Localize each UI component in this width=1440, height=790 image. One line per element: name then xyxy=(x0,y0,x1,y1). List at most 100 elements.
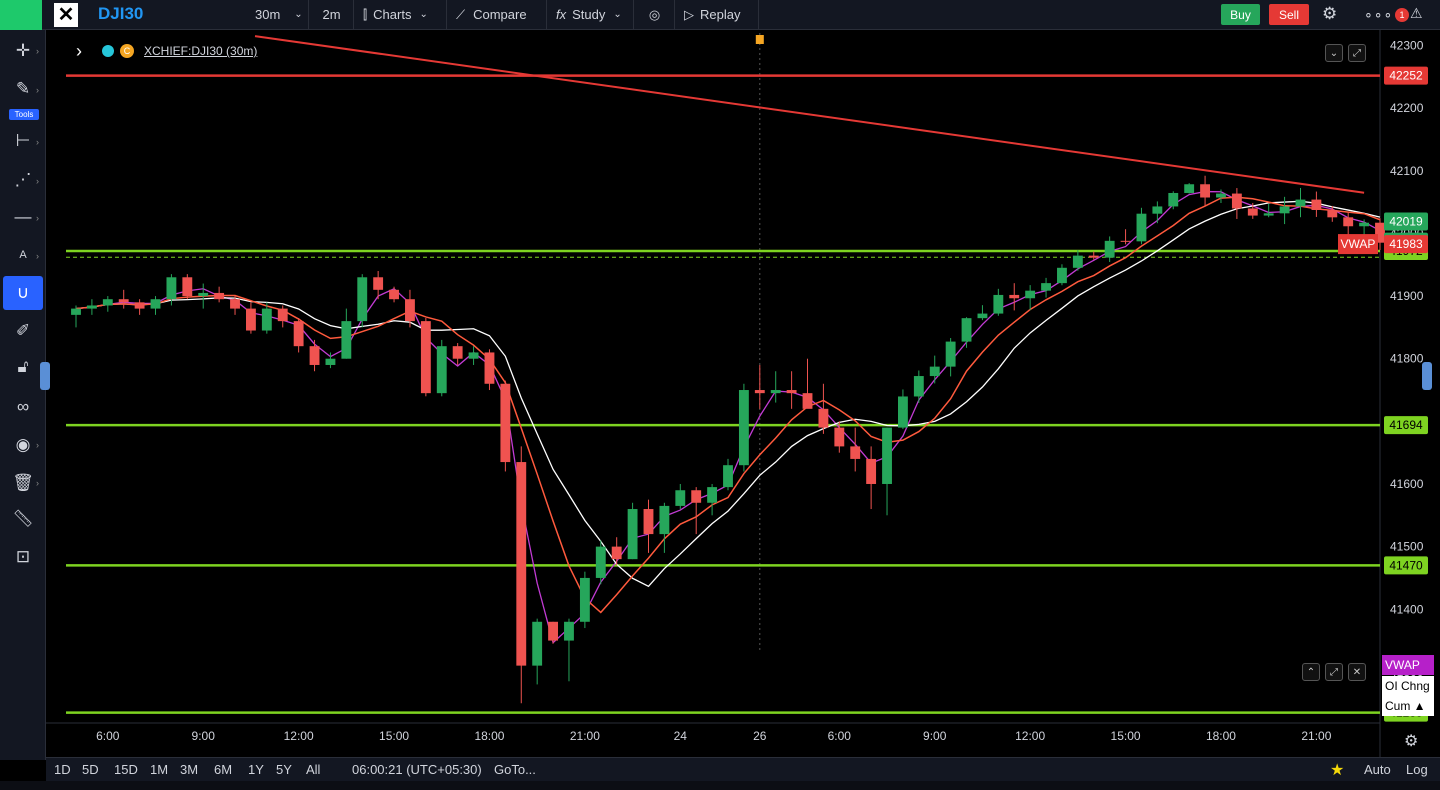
eye-icon[interactable]: ◉ xyxy=(15,435,31,454)
range-15d[interactable]: 15D xyxy=(114,762,138,777)
auto-scale-button[interactable]: Auto xyxy=(1364,762,1391,777)
legend-title[interactable]: XCHIEF:DJI30 (30m) xyxy=(144,44,258,58)
candle-body xyxy=(882,427,892,484)
chevron-right-icon[interactable]: › xyxy=(36,440,39,450)
price-tick-label: 42100 xyxy=(1390,164,1424,178)
buy-button[interactable]: Buy xyxy=(1221,4,1260,25)
candle-body xyxy=(723,465,733,488)
notification-badge[interactable]: 1 xyxy=(1395,8,1409,22)
price-tick-label: 41600 xyxy=(1390,477,1424,491)
link-icon[interactable]: ∞ xyxy=(16,397,30,416)
crosshair-icon[interactable]: ✛ xyxy=(15,41,31,60)
candle-body xyxy=(897,396,908,428)
text-icon[interactable]: A xyxy=(19,249,27,261)
candle-body xyxy=(118,299,129,303)
pattern-icon[interactable]: ⋰ xyxy=(14,170,32,189)
candle-body xyxy=(86,305,97,309)
oi-change-tag[interactable]: OI Chng xyxy=(1382,676,1434,696)
trend-ma-line xyxy=(254,35,1365,194)
ruler-icon[interactable]: 📏︎ xyxy=(12,509,34,528)
chevron-right-icon[interactable]: › xyxy=(76,40,82,61)
candle-body xyxy=(405,299,415,322)
trash-icon[interactable]: 🗑︎ xyxy=(12,473,34,492)
sell-button[interactable]: Sell xyxy=(1269,4,1309,25)
chevron-up-icon[interactable]: ⌃ xyxy=(1302,663,1320,681)
time-tick-label: 26 xyxy=(753,729,767,743)
brush-icon[interactable]: ✐ xyxy=(15,321,31,340)
chevron-right-icon[interactable]: › xyxy=(36,137,39,147)
range-1y[interactable]: 1Y xyxy=(248,762,264,777)
range-3m[interactable]: 3M xyxy=(180,762,199,777)
right-resize-handle[interactable] xyxy=(1422,362,1432,390)
lock-icon[interactable]: 🔓︎ xyxy=(17,357,29,376)
chevron-right-icon[interactable]: › xyxy=(36,46,39,56)
candle-body xyxy=(198,292,209,297)
cum-tag[interactable]: Cum ▲ xyxy=(1382,696,1434,716)
expand-icon[interactable]: ⤢ xyxy=(1325,663,1343,681)
log-scale-button[interactable]: Log xyxy=(1406,762,1428,777)
star-icon[interactable]: ★ xyxy=(1330,762,1345,779)
price-tick-label: 41400 xyxy=(1390,602,1424,616)
candle-body xyxy=(1009,294,1020,299)
chevron-right-icon[interactable]: › xyxy=(36,251,39,261)
candle-body xyxy=(770,390,781,394)
candle-body xyxy=(484,352,495,384)
zoom-icon[interactable]: ⊡ xyxy=(15,547,31,566)
time-tick-label: 21:00 xyxy=(570,729,600,743)
symbol-name[interactable]: DJI30 xyxy=(98,4,144,23)
alert-icon[interactable]: ⚠ xyxy=(1410,5,1423,21)
interval2-button[interactable]: 2m xyxy=(310,0,354,29)
close-icon[interactable]: ✕ xyxy=(1348,663,1366,681)
chevron-right-icon[interactable]: › xyxy=(36,85,39,95)
vwap-line xyxy=(75,196,1381,614)
range-all[interactable]: All xyxy=(306,762,321,777)
compare-button[interactable]: ⟋ Compare xyxy=(448,0,547,29)
study-button[interactable]: fx Study ⌄ xyxy=(548,0,634,29)
time-tick-label: 24 xyxy=(674,729,688,743)
interval-select[interactable]: 30m ⌄ xyxy=(247,0,309,29)
goto-button[interactable]: GoTo... xyxy=(494,762,536,777)
price-tag-label: 41470 xyxy=(1389,558,1423,572)
collapse-icon[interactable]: ⌄ xyxy=(1325,44,1343,62)
chevron-right-icon[interactable]: › xyxy=(36,478,39,488)
candle-body xyxy=(532,621,543,666)
candle-body xyxy=(1311,199,1322,210)
chevron-right-icon[interactable]: › xyxy=(36,213,39,223)
instagram-icon[interactable]: ◎ xyxy=(635,0,675,29)
price-tag xyxy=(1384,416,1428,435)
x-logo-icon[interactable]: ✕ xyxy=(54,3,78,27)
last-price-tag xyxy=(1384,235,1428,254)
logo-icon[interactable] xyxy=(0,0,42,30)
candle-body xyxy=(1136,213,1147,242)
clock-readout: 06:00:21 (UTC+05:30) xyxy=(352,762,482,777)
charts-button[interactable]: ⫿ Charts ⌄ xyxy=(355,0,447,29)
settings-gear-icon[interactable]: ⚙ xyxy=(1404,733,1419,750)
candle-body xyxy=(754,390,765,394)
chevron-right-icon[interactable]: › xyxy=(36,176,39,186)
candle-body xyxy=(357,277,368,322)
gear-icon[interactable]: ⚙ xyxy=(1322,4,1338,23)
expand-icon[interactable]: ⤢ xyxy=(1348,44,1366,62)
horizontal-line-icon[interactable]: — xyxy=(14,207,32,226)
candle-body xyxy=(230,299,240,309)
range-6m[interactable]: 6M xyxy=(214,762,233,777)
range-1d[interactable]: 1D xyxy=(54,762,71,777)
replay-button[interactable]: ▷ Replay xyxy=(676,0,759,29)
measure-lines-icon[interactable]: ⊢ xyxy=(15,131,31,150)
fx-icon: fx xyxy=(556,7,567,22)
magnet-icon[interactable]: ∪ xyxy=(16,283,30,302)
range-1m[interactable]: 1M xyxy=(150,762,169,777)
vwap-indicator-tag[interactable]: VWAP xyxy=(1382,655,1434,675)
compare-icon: ⟋ xyxy=(456,6,466,22)
range-5y[interactable]: 5Y xyxy=(276,762,292,777)
candle-body xyxy=(866,458,877,484)
candle-body xyxy=(786,390,797,394)
pencil-icon[interactable]: ✎ xyxy=(15,79,31,98)
candle-body xyxy=(993,294,1004,314)
chart-legend: › C XCHIEF:DJI30 (30m) xyxy=(76,40,257,62)
ma-slow-line xyxy=(75,200,1381,588)
left-resize-handle[interactable] xyxy=(40,362,50,390)
range-5d[interactable]: 5D xyxy=(82,762,99,777)
more-icon[interactable]: ∘∘∘ xyxy=(1364,6,1394,22)
